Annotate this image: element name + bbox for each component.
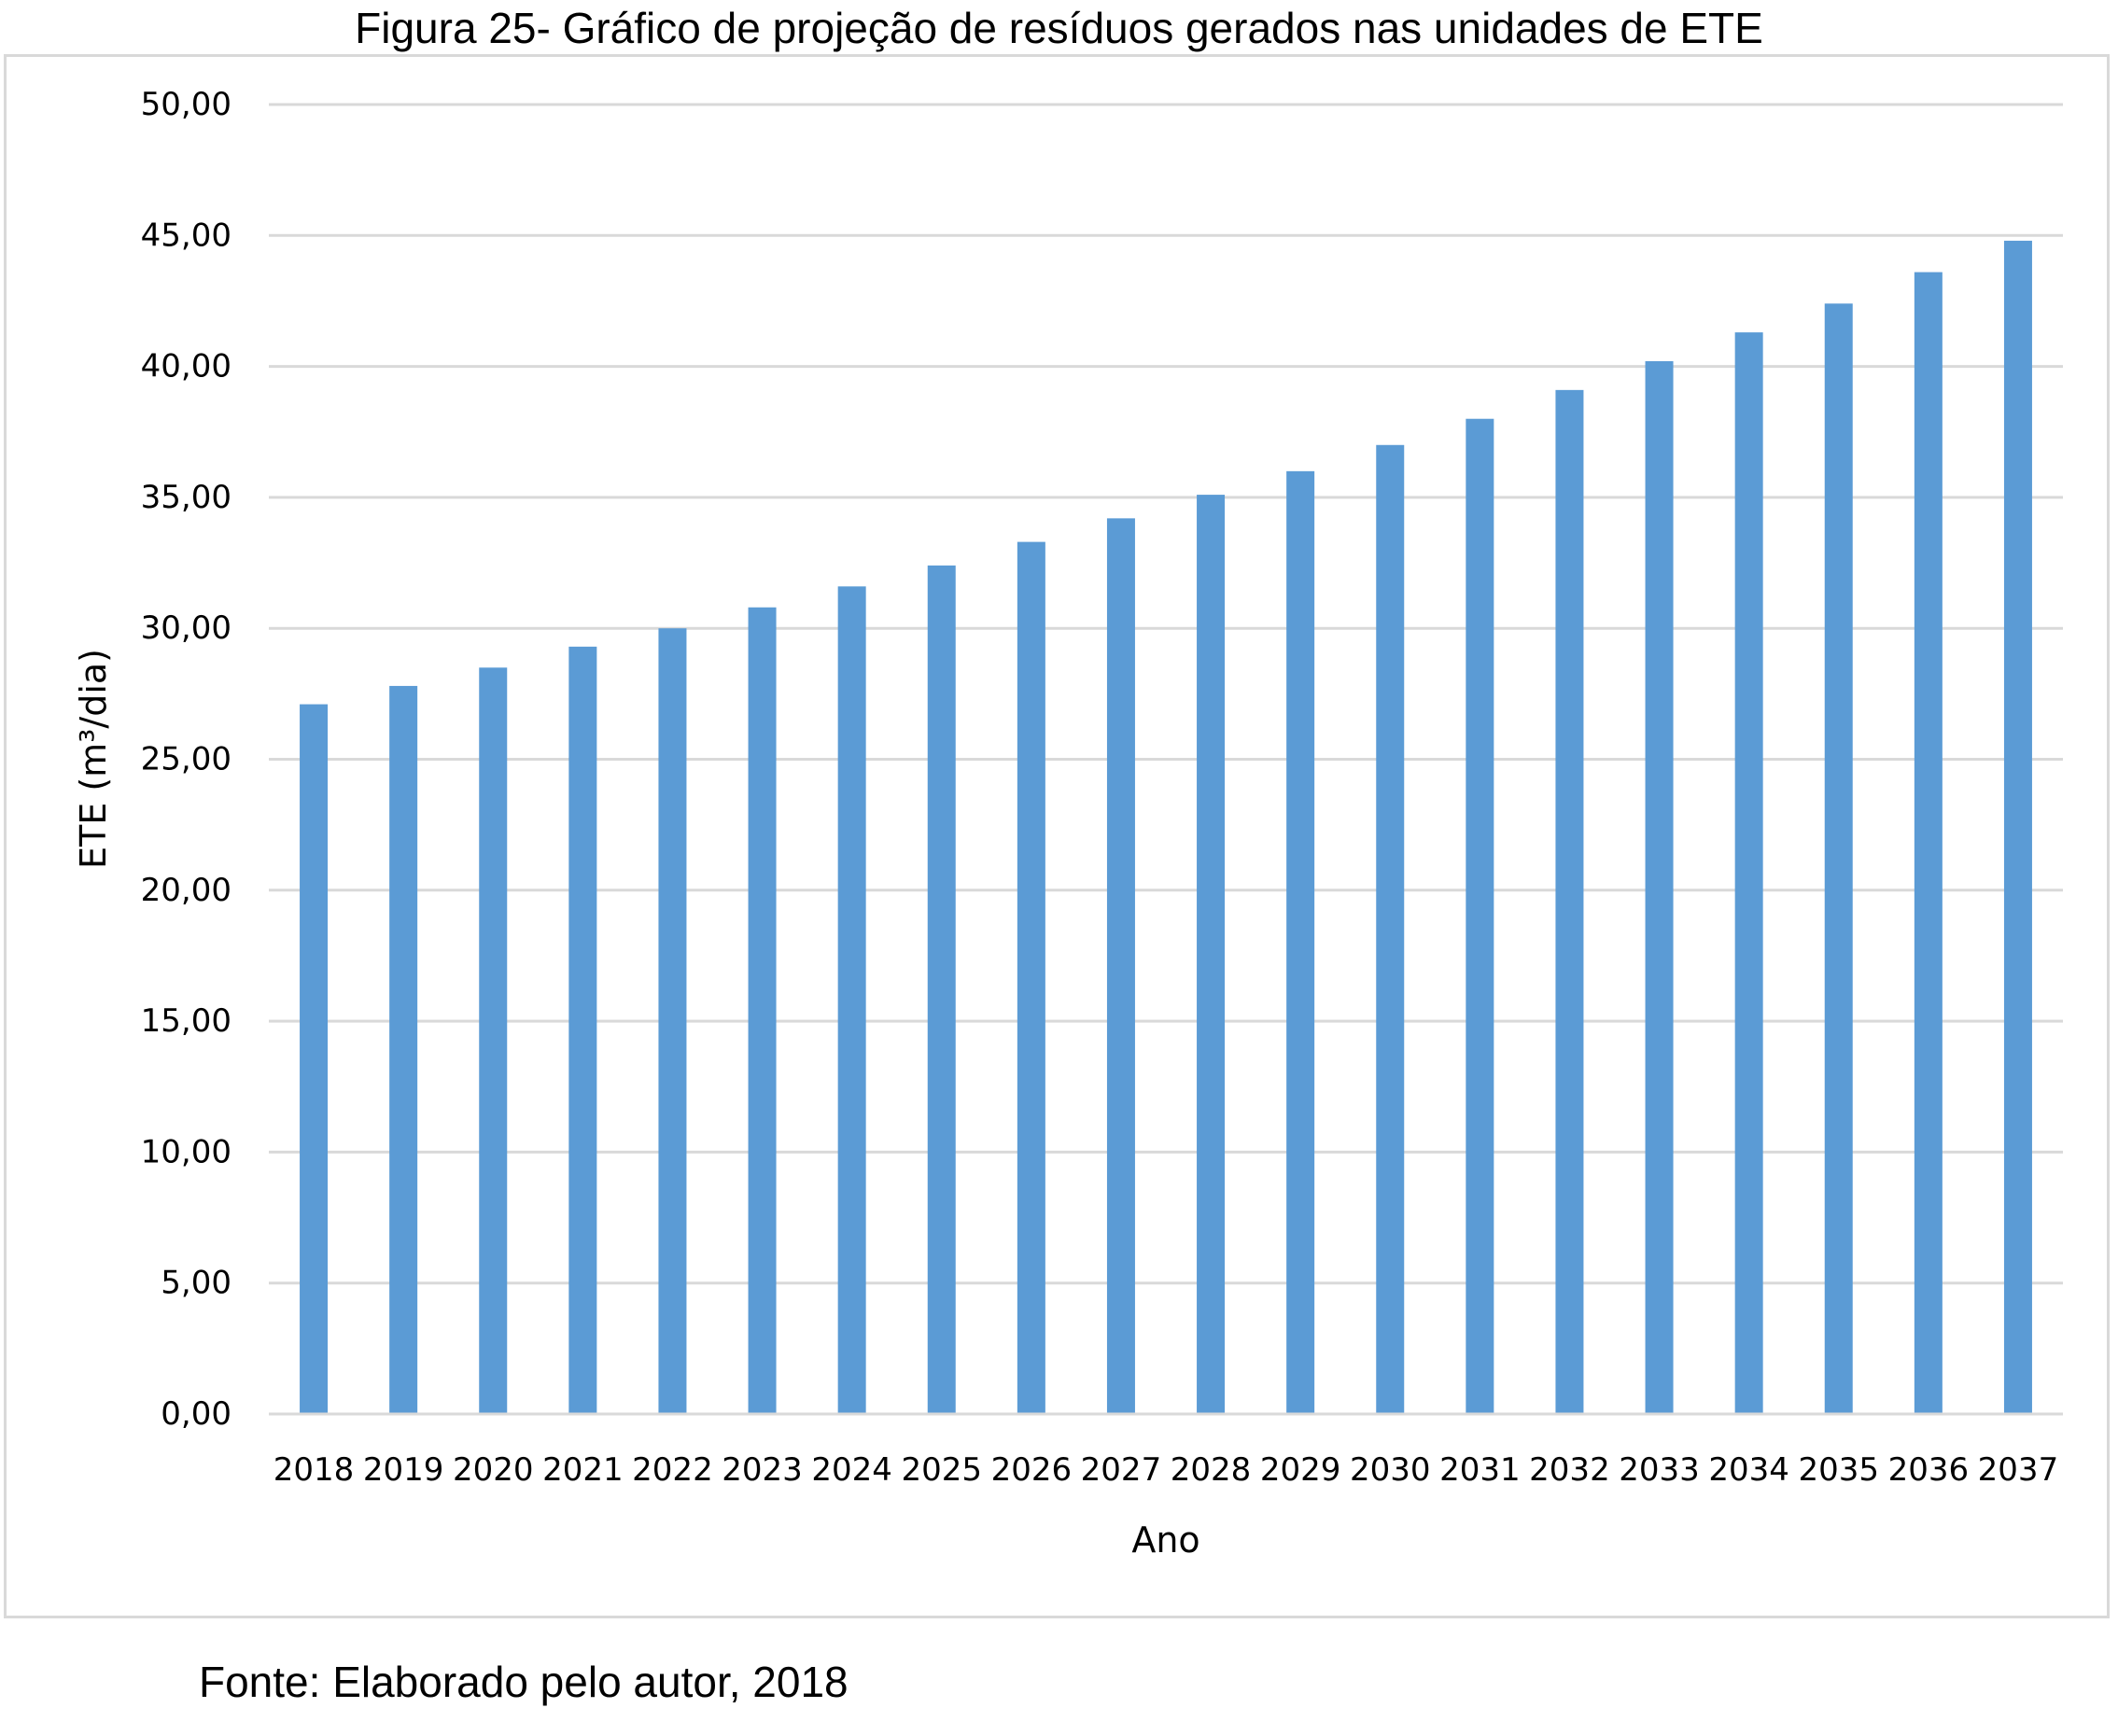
x-tick-label: 2021 [542,1451,624,1489]
figure-title: Figura 25- Gráfico de projeção de resídu… [355,4,1763,52]
x-tick-label: 2025 [901,1451,982,1489]
y-tick-label: 40,00 [141,348,231,385]
bars [269,240,2063,1416]
bar-2035 [1824,303,1853,1415]
bar-2033 [1645,360,1674,1414]
y-tick-label: 0,00 [161,1395,231,1433]
x-tick-label: 2037 [1978,1451,2059,1489]
x-tick-label: 2036 [1888,1451,1970,1489]
bar-2025 [927,565,956,1414]
bar-2028 [1197,495,1226,1414]
x-tick-label: 2029 [1260,1451,1341,1489]
x-axis-title: Ano [1131,1519,1199,1561]
y-tick-label: 45,00 [141,217,231,254]
bar-2022 [658,628,687,1414]
x-tick-label: 2027 [1081,1451,1162,1489]
source-note: Fonte: Elaborado pelo autor, 2018 [199,1658,849,1706]
y-axis-title: ETE (m³/dia) [73,649,114,869]
y-tick-label: 15,00 [141,1002,231,1040]
x-tick-label: 2028 [1171,1451,1252,1489]
x-tick-label: 2035 [1798,1451,1879,1489]
gridlines [269,103,2063,1416]
y-tick-label: 35,00 [141,479,231,516]
x-tick-label: 2034 [1708,1451,1789,1489]
y-tick-labels: 0,00 5,00 10,00 15,00 20,00 25,00 30,00 35,00 40… [141,86,231,1433]
chart-svg: 0,00 5,00 10,00 15,00 20,00 25,00 30,00 35,00 40… [73,86,2063,1561]
x-tick-label: 2026 [991,1451,1073,1489]
bar-2019 [389,685,418,1414]
y-tick-label: 5,00 [161,1265,231,1302]
x-tick-label: 2022 [632,1451,713,1489]
y-tick-label: 10,00 [141,1133,231,1170]
bar-2029 [1286,470,1315,1415]
bar-2027 [1106,518,1135,1414]
y-tick-label: 20,00 [141,872,231,909]
x-tick-label: 2019 [363,1451,444,1489]
bar-2034 [1734,332,1763,1414]
x-tick-label: 2018 [274,1451,355,1489]
y-tick-label: 50,00 [141,86,231,123]
y-tick-label: 25,00 [141,741,231,778]
x-tick-labels: 2018 2019 2020 2021 2022 2023 2024 2025 2026 2027… [274,1451,2058,1489]
x-tick-label: 2033 [1619,1451,1700,1489]
bar-2037 [2003,240,2032,1414]
x-tick-label: 2020 [453,1451,534,1489]
bar-2030 [1376,444,1405,1414]
bar-2020 [479,667,508,1414]
bar-2023 [748,607,777,1414]
bar-2026 [1017,541,1045,1414]
bar-2024 [837,586,866,1414]
bar-2031 [1466,418,1494,1415]
x-tick-label: 2024 [811,1451,892,1489]
bar-2036 [1914,272,1943,1415]
bar-2032 [1555,389,1584,1414]
x-tick-label: 2023 [722,1451,803,1489]
x-tick-label: 2031 [1439,1451,1521,1489]
bar-2021 [568,646,597,1414]
x-tick-label: 2032 [1529,1451,1610,1489]
x-tick-label: 2030 [1350,1451,1431,1489]
bar-2018 [300,704,329,1414]
y-tick-label: 30,00 [141,609,231,647]
